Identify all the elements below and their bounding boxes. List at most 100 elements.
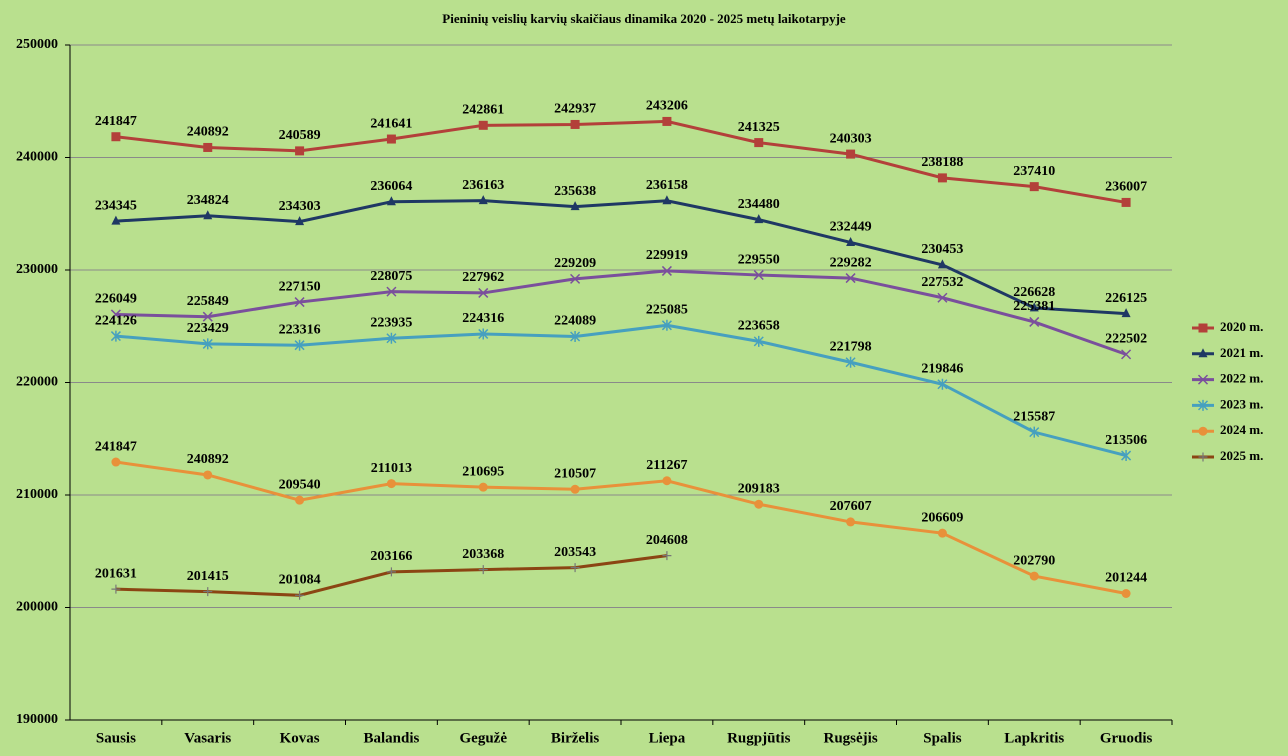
data-label: 234824 <box>187 193 229 208</box>
marker <box>754 214 764 224</box>
y-tick-label: 240000 <box>16 150 58 165</box>
data-label: 226125 <box>1105 291 1147 306</box>
marker <box>203 587 213 597</box>
marker <box>846 517 856 527</box>
legend-label: 2022 m. <box>1220 371 1263 386</box>
marker <box>1029 571 1039 581</box>
data-label: 227150 <box>279 279 321 294</box>
marker <box>478 195 488 205</box>
marker <box>111 584 121 594</box>
series-line <box>115 269 1127 356</box>
data-label: 201084 <box>279 573 321 588</box>
series-line <box>115 323 1127 458</box>
marker <box>1029 426 1040 438</box>
marker <box>111 215 121 225</box>
marker <box>478 482 488 492</box>
marker <box>386 134 396 144</box>
marker <box>1121 197 1131 207</box>
data-label: 223658 <box>738 319 780 334</box>
x-tick-label: Rugsėjis <box>823 730 877 746</box>
marker <box>754 499 764 509</box>
marker <box>1197 399 1209 411</box>
data-label: 236007 <box>1105 180 1147 195</box>
marker <box>845 273 856 284</box>
data-label: 238188 <box>921 155 963 170</box>
y-tick-label: 250000 <box>16 37 58 52</box>
marker <box>1121 450 1132 462</box>
data-label: 224126 <box>95 313 137 328</box>
data-label: 201415 <box>187 569 229 584</box>
marker <box>478 287 489 298</box>
marker <box>203 470 213 480</box>
data-label: 203166 <box>370 549 412 564</box>
data-label: 201631 <box>95 566 137 581</box>
marker <box>1121 308 1131 318</box>
data-label: 241325 <box>738 120 780 135</box>
data-label: 229550 <box>738 252 780 267</box>
data-label: 210507 <box>554 467 596 482</box>
x-tick-label: Birželis <box>551 730 599 746</box>
marker <box>295 216 305 226</box>
marker <box>662 551 672 561</box>
marker <box>1197 374 1209 385</box>
data-label: 224089 <box>554 314 596 329</box>
legend-label: 2020 m. <box>1220 319 1263 334</box>
data-label: 241847 <box>95 439 137 454</box>
data-label: 226628 <box>1013 285 1055 300</box>
data-label: 226049 <box>95 292 137 307</box>
y-tick-label: 190000 <box>16 712 58 727</box>
x-tick-label: Sausis <box>96 730 136 746</box>
data-label: 237410 <box>1013 164 1055 179</box>
data-label: 241641 <box>370 116 412 131</box>
legend-label: 2024 m. <box>1220 422 1263 437</box>
y-tick-label: 210000 <box>16 487 58 502</box>
legend-label: 2023 m. <box>1220 396 1263 411</box>
data-label: 211267 <box>646 458 687 473</box>
marker <box>753 270 764 281</box>
data-label: 224316 <box>462 311 504 326</box>
marker <box>846 149 856 159</box>
data-label: 225381 <box>1013 299 1055 314</box>
marker <box>295 590 305 600</box>
data-label: 223429 <box>187 321 229 336</box>
marker <box>110 309 121 320</box>
marker <box>202 311 213 322</box>
marker <box>295 495 305 505</box>
data-label: 207607 <box>830 499 872 514</box>
data-label: 229282 <box>830 255 872 270</box>
data-label: 210695 <box>462 464 504 479</box>
marker <box>570 119 580 129</box>
series-line <box>115 199 1127 316</box>
legend-label: 2021 m. <box>1220 345 1263 360</box>
x-tick-label: Spalis <box>923 730 962 746</box>
data-label: 232449 <box>830 220 872 235</box>
data-label: 215587 <box>1013 409 1055 424</box>
marker <box>203 210 213 220</box>
marker <box>478 328 489 340</box>
y-tick-label: 200000 <box>16 600 58 615</box>
data-label: 227962 <box>462 270 504 285</box>
data-label: 209540 <box>279 477 321 492</box>
data-label: 219846 <box>921 361 963 376</box>
marker <box>386 286 397 297</box>
marker <box>662 476 672 486</box>
marker <box>1198 323 1208 333</box>
data-label: 240892 <box>187 452 229 467</box>
x-tick-label: Gegužė <box>460 730 508 746</box>
marker <box>386 196 396 206</box>
data-label: 223935 <box>370 315 412 330</box>
data-label: 236064 <box>370 179 412 194</box>
x-tick-label: Vasaris <box>184 730 231 746</box>
marker <box>937 173 947 183</box>
marker <box>662 195 672 205</box>
data-label: 211013 <box>371 461 412 476</box>
data-label: 201244 <box>1105 571 1147 586</box>
data-label: 228075 <box>370 269 412 284</box>
marker <box>386 332 397 344</box>
data-label: 235638 <box>554 184 596 199</box>
marker <box>478 565 488 575</box>
data-label: 204608 <box>646 533 688 548</box>
chart-title: Pieninių veislių karvių skaičiaus dinami… <box>442 11 846 26</box>
legend-label: 2025 m. <box>1220 448 1263 463</box>
